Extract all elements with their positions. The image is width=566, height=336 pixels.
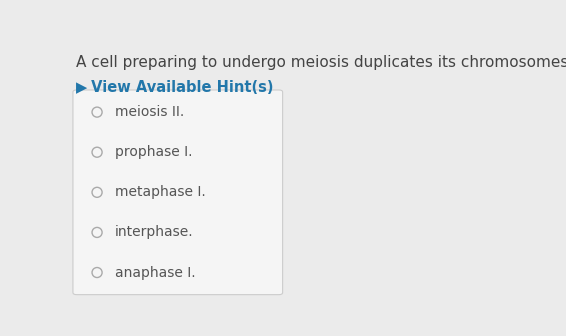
Ellipse shape — [92, 147, 102, 157]
Ellipse shape — [92, 227, 102, 238]
Text: A cell preparing to undergo meiosis duplicates its chromosomes during: A cell preparing to undergo meiosis dupl… — [76, 54, 566, 70]
Text: meiosis II.: meiosis II. — [114, 105, 184, 119]
Ellipse shape — [92, 187, 102, 197]
Text: anaphase I.: anaphase I. — [114, 265, 195, 280]
FancyBboxPatch shape — [73, 90, 282, 295]
Text: prophase I.: prophase I. — [114, 145, 192, 159]
Text: View Available Hint(s): View Available Hint(s) — [86, 80, 273, 95]
Ellipse shape — [92, 107, 102, 117]
Text: metaphase I.: metaphase I. — [114, 185, 205, 199]
Text: ▶: ▶ — [76, 80, 88, 95]
Text: interphase.: interphase. — [114, 225, 193, 240]
Ellipse shape — [92, 267, 102, 278]
